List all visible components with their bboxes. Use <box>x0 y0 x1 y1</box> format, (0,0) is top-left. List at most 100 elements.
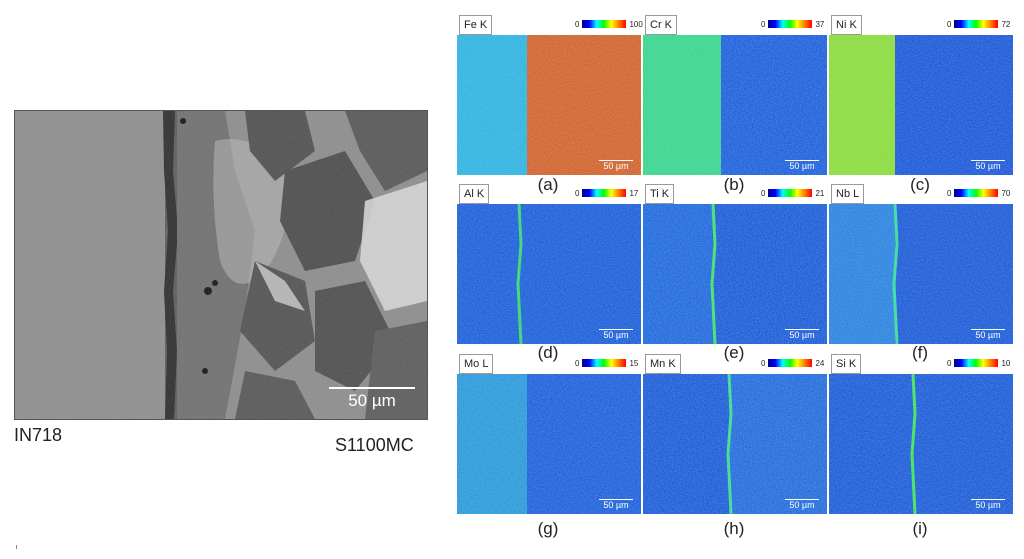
eds-colorbar: 0 15 <box>575 358 638 368</box>
colorbar-min: 0 <box>947 188 952 198</box>
eds-element-label: Fe K <box>459 15 493 35</box>
panel-letter: (i) <box>912 519 928 538</box>
eds-map-scale-label: 50 µm <box>975 500 1001 510</box>
colorbar-gradient <box>768 359 813 367</box>
sem-image <box>15 111 427 419</box>
eds-element-label: Mo L <box>459 354 494 374</box>
colorbar-max: 100 <box>629 19 643 29</box>
colorbar-max: 21 <box>815 188 825 198</box>
panel-letter: (e) <box>723 343 745 362</box>
eds-colorbar: 0 72 <box>947 19 1010 29</box>
eds-map-image <box>829 35 1013 175</box>
eds-map-6: 50 µm <box>829 204 1013 344</box>
eds-map-scale-line <box>599 160 633 161</box>
colorbar-min: 0 <box>761 188 766 198</box>
eds-map-scale-line <box>599 329 633 330</box>
colorbar-min: 0 <box>947 358 952 368</box>
eds-map-scale-bar: 50 µm <box>785 329 819 340</box>
eds-element-label: Al K <box>459 184 490 204</box>
colorbar-min: 0 <box>761 19 766 29</box>
sem-micrograph: 50 µm <box>14 110 428 420</box>
eds-map-scale-bar: 50 µm <box>971 499 1005 510</box>
panel-letter: (a) <box>537 175 559 194</box>
corner-tick <box>16 545 17 549</box>
eds-element-label: Ni K <box>831 15 862 35</box>
colorbar-gradient <box>954 20 999 28</box>
eds-map-image <box>643 374 827 514</box>
eds-map-scale-label: 50 µm <box>975 330 1001 340</box>
sem-scale-line <box>329 387 415 389</box>
colorbar-min: 0 <box>761 358 766 368</box>
eds-colorbar: 0 100 <box>575 19 643 29</box>
eds-map-scale-line <box>971 160 1005 161</box>
panel-letter: (g) <box>537 519 559 538</box>
eds-map-5: 50 µm <box>643 204 827 344</box>
eds-colorbar: 0 17 <box>575 188 638 198</box>
eds-colorbar: 0 10 <box>947 358 1010 368</box>
material-label-left: IN718 <box>14 425 63 445</box>
colorbar-gradient <box>954 189 999 197</box>
eds-map-scale-bar: 50 µm <box>599 499 633 510</box>
eds-colorbar: 0 24 <box>761 358 824 368</box>
eds-map-scale-label: 50 µm <box>603 330 629 340</box>
eds-map-scale-bar: 50 µm <box>785 499 819 510</box>
eds-map-3: 50 µm <box>829 35 1013 175</box>
eds-map-7: 50 µm <box>457 374 641 514</box>
colorbar-min: 0 <box>947 19 952 29</box>
eds-map-image <box>829 204 1013 344</box>
colorbar-max: 15 <box>629 358 639 368</box>
eds-map-2: 50 µm <box>643 35 827 175</box>
eds-element-label: Mn K <box>645 354 681 374</box>
eds-map-scale-bar: 50 µm <box>599 160 633 171</box>
panel-letter: (d) <box>537 343 559 362</box>
panel-letter: (c) <box>910 175 930 194</box>
colorbar-min: 0 <box>575 188 580 198</box>
colorbar-gradient <box>768 20 813 28</box>
eds-element-label: Ti K <box>645 184 675 204</box>
eds-map-scale-line <box>971 499 1005 500</box>
eds-colorbar: 0 37 <box>761 19 824 29</box>
eds-map-scale-bar: 50 µm <box>971 329 1005 340</box>
eds-map-scale-line <box>599 499 633 500</box>
eds-element-label: Si K <box>831 354 862 374</box>
colorbar-min: 0 <box>575 358 580 368</box>
colorbar-gradient <box>954 359 999 367</box>
eds-map-image <box>643 35 827 175</box>
colorbar-gradient <box>582 20 627 28</box>
sem-scale-bar: 50 µm <box>329 387 415 411</box>
eds-element-label: Nb L <box>831 184 865 204</box>
eds-map-scale-label: 50 µm <box>603 500 629 510</box>
colorbar-gradient <box>582 359 627 367</box>
eds-colorbar: 0 21 <box>761 188 824 198</box>
eds-element-label: Cr K <box>645 15 677 35</box>
colorbar-max: 24 <box>815 358 825 368</box>
eds-map-image <box>457 204 641 344</box>
material-label-right: S1100MC <box>335 435 414 455</box>
eds-map-scale-bar: 50 µm <box>599 329 633 340</box>
colorbar-max: 37 <box>815 19 825 29</box>
eds-map-image <box>457 35 641 175</box>
eds-map-image <box>643 204 827 344</box>
eds-map-4: 50 µm <box>457 204 641 344</box>
eds-map-scale-line <box>785 160 819 161</box>
panel-letter: (h) <box>723 519 745 538</box>
colorbar-max: 72 <box>1001 19 1011 29</box>
eds-map-scale-line <box>971 329 1005 330</box>
eds-map-8: 50 µm <box>643 374 827 514</box>
colorbar-max: 10 <box>1001 358 1011 368</box>
colorbar-max: 17 <box>629 188 639 198</box>
eds-map-scale-line <box>785 329 819 330</box>
eds-map-scale-bar: 50 µm <box>971 160 1005 171</box>
colorbar-min: 0 <box>575 19 580 29</box>
eds-map-image <box>829 374 1013 514</box>
colorbar-gradient <box>768 189 813 197</box>
eds-map-scale-label: 50 µm <box>789 330 815 340</box>
eds-map-1: 50 µm <box>457 35 641 175</box>
eds-map-scale-label: 50 µm <box>789 500 815 510</box>
eds-map-9: 50 µm <box>829 374 1013 514</box>
sem-scale-label: 50 µm <box>348 391 396 410</box>
eds-map-scale-label: 50 µm <box>975 161 1001 171</box>
colorbar-max: 70 <box>1001 188 1011 198</box>
eds-colorbar: 0 70 <box>947 188 1010 198</box>
eds-map-scale-label: 50 µm <box>603 161 629 171</box>
